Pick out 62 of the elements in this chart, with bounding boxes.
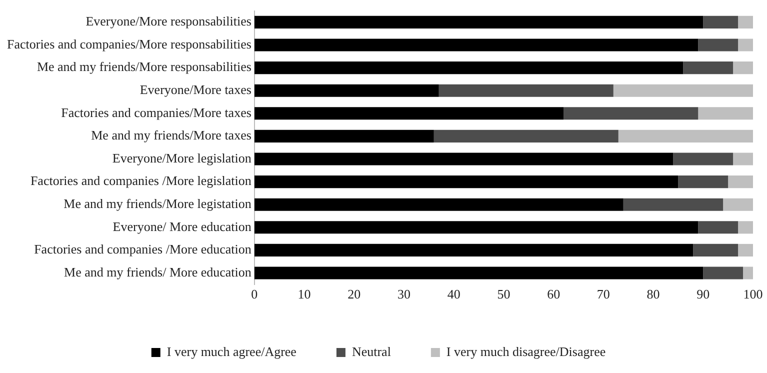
bar xyxy=(254,221,698,234)
bar xyxy=(698,107,753,120)
y-tick-label: Factories and companies/More responsabilities xyxy=(6,36,252,52)
y-tick-label: Factories and companies /More legislation xyxy=(30,173,252,188)
legend-label: Neutral xyxy=(352,344,392,359)
y-tick-label: Everyone/More legislation xyxy=(112,150,252,166)
x-tick-label: 70 xyxy=(596,286,610,302)
bar xyxy=(254,38,698,52)
y-tick-label: Me and my friends/More taxes xyxy=(91,128,252,143)
x-tick-label: 100 xyxy=(743,286,763,302)
bar xyxy=(683,62,734,74)
bar xyxy=(254,266,704,280)
y-tick-label: Factories and companies/More taxes xyxy=(61,104,252,120)
bar xyxy=(678,176,728,188)
bar xyxy=(254,176,678,188)
legend-label: I very much agree/Agree xyxy=(166,344,297,359)
x-tick-label: 80 xyxy=(646,286,660,302)
bar xyxy=(703,266,744,280)
y-tick-label: Factories and companies /More education xyxy=(34,242,252,257)
bar xyxy=(738,38,753,52)
x-tick-label: 30 xyxy=(397,286,410,302)
bar xyxy=(254,244,694,256)
x-tick-label: 20 xyxy=(348,286,361,302)
bar xyxy=(733,62,753,74)
bar xyxy=(613,84,753,97)
bar xyxy=(723,198,753,211)
bar xyxy=(738,221,753,234)
bar xyxy=(623,198,724,211)
x-tick-label: 40 xyxy=(447,286,460,302)
y-tick-label: Me and my friends/ More education xyxy=(64,264,252,280)
y-tick-label: Everyone/More taxes xyxy=(140,82,252,98)
bar xyxy=(254,198,624,211)
bar xyxy=(254,130,434,142)
bar xyxy=(254,16,704,28)
bar xyxy=(434,130,618,142)
bar xyxy=(743,266,753,280)
x-tick-label: 60 xyxy=(547,286,560,302)
bar xyxy=(738,244,753,256)
x-tick-label: 50 xyxy=(497,286,510,302)
legend-label: I very much disagree/Disagree xyxy=(446,344,606,359)
bar xyxy=(698,38,738,52)
x-tick-label: 0 xyxy=(251,286,258,302)
y-tick-label: Everyone/More responsabilities xyxy=(86,14,252,29)
bar xyxy=(438,84,614,97)
bar xyxy=(693,244,738,256)
bar xyxy=(254,152,674,166)
x-tick-label: 90 xyxy=(696,286,710,302)
bar xyxy=(618,130,753,142)
bar xyxy=(698,221,738,234)
bar xyxy=(673,152,734,166)
bar xyxy=(564,107,698,120)
x-tick-label: 10 xyxy=(298,286,311,302)
bar xyxy=(254,107,564,120)
y-tick-label: Me and my friends/More responsabilities xyxy=(36,59,252,74)
bar xyxy=(738,16,753,28)
bar xyxy=(254,62,684,74)
bar xyxy=(728,176,753,188)
bar xyxy=(703,16,738,28)
bar xyxy=(733,152,753,166)
bar xyxy=(254,84,439,97)
y-tick-label: Everyone/ More education xyxy=(112,218,252,234)
y-tick-label: Me and my friends/More legistation xyxy=(64,196,252,212)
